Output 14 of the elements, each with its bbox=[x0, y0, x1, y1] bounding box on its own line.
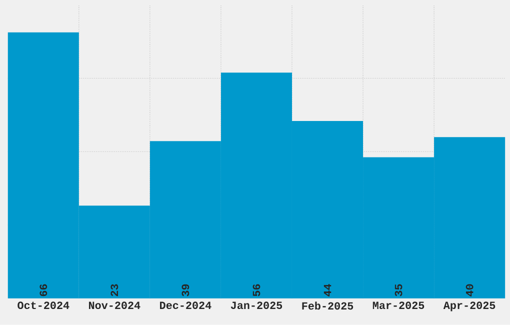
data-label: 40 bbox=[466, 284, 474, 296]
data-label: 23 bbox=[110, 284, 118, 296]
data-label: 44 bbox=[324, 284, 332, 296]
data-label: 39 bbox=[182, 284, 190, 296]
x-tick-label: Dec-2024 bbox=[160, 302, 212, 310]
x-tick-label: Apr-2025 bbox=[443, 302, 496, 312]
x-tick-label: Mar-2025 bbox=[372, 302, 424, 310]
x-tick-label: Jan-2025 bbox=[230, 302, 282, 310]
data-label: 35 bbox=[394, 284, 402, 296]
x-tick-label: Nov-2024 bbox=[88, 302, 140, 310]
data-label: 66 bbox=[40, 284, 48, 296]
data-label: 56 bbox=[252, 284, 260, 296]
x-tick-label: Feb-2025 bbox=[302, 302, 354, 310]
x-tick-label: Oct-2024 bbox=[18, 302, 70, 310]
